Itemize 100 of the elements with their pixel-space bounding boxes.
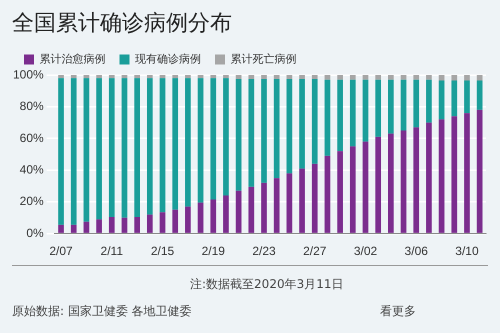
bar — [312, 164, 318, 233]
bar — [70, 75, 77, 78]
bar — [146, 78, 153, 215]
bar — [185, 206, 191, 233]
x-tick-label: 3/02 — [354, 244, 378, 258]
legend-label: 现有确诊病例 — [135, 52, 201, 66]
bar — [324, 80, 330, 156]
bar — [160, 75, 166, 78]
bar — [198, 78, 204, 203]
bar — [172, 75, 178, 78]
bar — [223, 78, 229, 196]
bar — [413, 75, 420, 80]
bar — [146, 214, 153, 233]
bar — [58, 75, 64, 78]
bar — [108, 75, 115, 78]
bar — [58, 224, 64, 233]
bar — [400, 80, 406, 131]
bar — [464, 80, 470, 114]
bar — [413, 127, 420, 233]
bar — [438, 75, 444, 81]
bar — [388, 80, 394, 134]
bar — [438, 80, 444, 120]
bar — [160, 78, 166, 212]
bar — [122, 218, 128, 233]
bar — [198, 75, 204, 78]
x-tick-label: 2/07 — [49, 244, 74, 258]
text: 注:数据截至2020年3月11日 — [190, 276, 344, 293]
bar — [236, 190, 242, 233]
bar — [223, 196, 229, 233]
bar — [476, 80, 483, 110]
bar — [122, 75, 128, 78]
bar — [400, 75, 406, 80]
bar — [426, 75, 432, 80]
bar — [388, 75, 394, 80]
bar — [210, 75, 216, 78]
bar — [362, 142, 368, 233]
bar — [58, 78, 64, 225]
bar — [451, 80, 458, 116]
bar — [337, 75, 343, 80]
x-tick-label: 2/27 — [303, 244, 327, 258]
bar — [248, 78, 254, 187]
y-tick-label: 60% — [20, 130, 44, 145]
bar — [134, 78, 140, 217]
bar — [236, 75, 242, 79]
bar — [426, 80, 432, 123]
bar — [84, 222, 90, 233]
bar — [198, 202, 204, 233]
bar — [108, 216, 115, 233]
y-tick-label: 80% — [20, 99, 44, 114]
y-tick-label: 20% — [20, 194, 44, 208]
bar — [312, 78, 318, 164]
bar — [476, 75, 483, 81]
bar — [274, 75, 280, 79]
bar — [337, 151, 343, 233]
bar — [299, 168, 305, 233]
bar — [299, 75, 305, 79]
bar — [261, 182, 267, 233]
bar — [185, 75, 191, 78]
x-tick-label: 3/06 — [404, 244, 428, 258]
bar — [248, 75, 254, 79]
bar — [426, 122, 432, 233]
legend-label: 累计治愈病例 — [40, 52, 106, 66]
bar — [274, 78, 280, 178]
bar — [172, 78, 178, 210]
bar — [84, 78, 90, 222]
bar — [324, 75, 330, 80]
bar — [388, 134, 394, 233]
bar — [362, 75, 368, 80]
bar — [451, 75, 458, 81]
bar — [476, 110, 483, 233]
bar — [70, 224, 77, 233]
bar — [375, 80, 382, 137]
bar — [299, 78, 305, 169]
legend-label: 累计死亡病例 — [230, 52, 296, 66]
bar — [451, 116, 458, 233]
bar — [210, 200, 216, 233]
text: 看更多 — [380, 303, 416, 320]
bar — [84, 75, 90, 78]
bar — [337, 80, 343, 152]
bar — [350, 80, 356, 146]
bar — [70, 78, 77, 225]
bar — [223, 75, 229, 78]
chart-title: 全国累计确诊病例分布 — [12, 10, 232, 38]
bar — [312, 75, 318, 79]
bar — [413, 80, 420, 128]
bar — [324, 156, 330, 233]
y-tick-label: 100% — [12, 67, 44, 82]
bar — [375, 75, 382, 80]
bar — [236, 78, 242, 191]
bar — [261, 78, 267, 183]
bar — [96, 219, 102, 233]
bar — [286, 173, 292, 233]
bar — [160, 212, 166, 233]
bar — [185, 78, 191, 207]
bar — [400, 130, 406, 233]
bar — [274, 178, 280, 233]
x-tick-label: 2/19 — [202, 244, 226, 258]
bar — [286, 75, 292, 79]
x-tick-label: 2/15 — [150, 244, 175, 258]
bar — [134, 216, 140, 233]
